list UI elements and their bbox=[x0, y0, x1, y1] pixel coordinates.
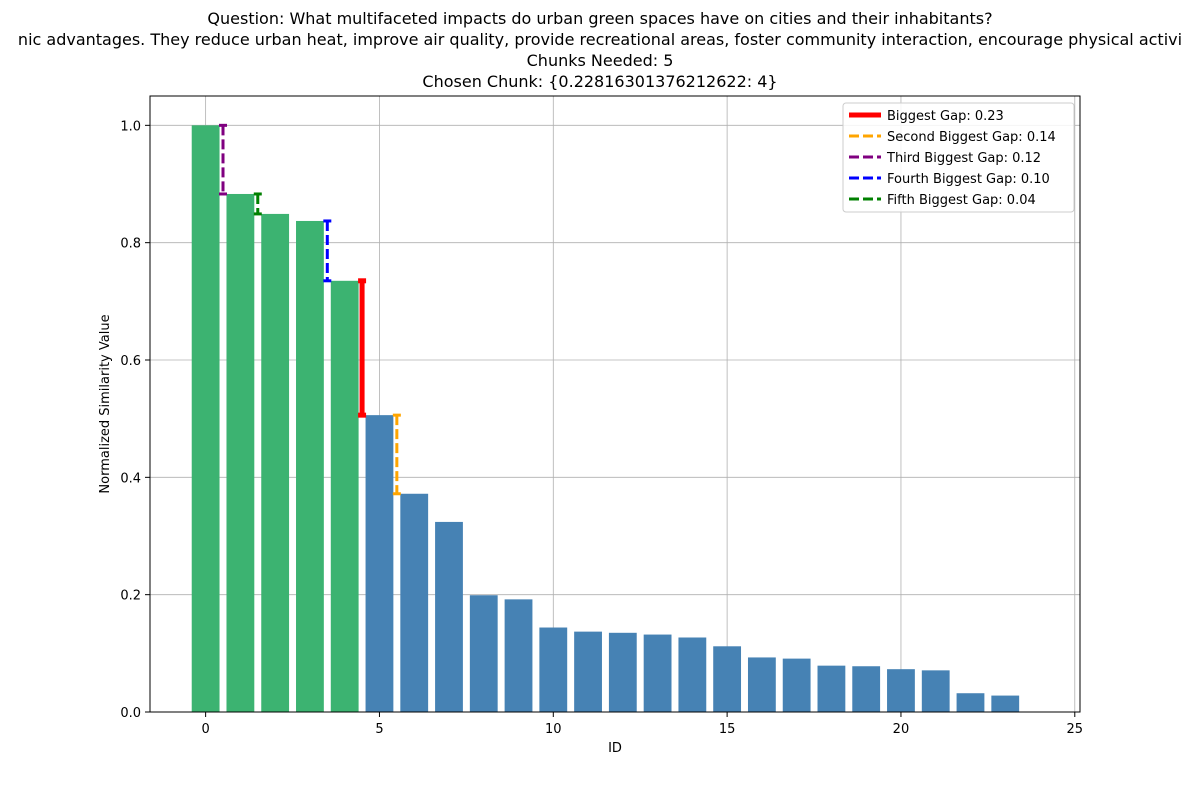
bar-17 bbox=[782, 658, 811, 712]
y-tick-label: 1.0 bbox=[120, 119, 141, 134]
x-tick-label: 15 bbox=[719, 722, 736, 737]
bar-23 bbox=[991, 695, 1020, 712]
bar-10 bbox=[539, 627, 568, 712]
bar-1 bbox=[226, 193, 255, 712]
bar-21 bbox=[921, 670, 950, 712]
bar-3 bbox=[296, 220, 324, 712]
y-tick-label: 0.6 bbox=[120, 354, 141, 369]
bar-8 bbox=[469, 595, 498, 712]
bar-5 bbox=[365, 415, 394, 712]
bar-18 bbox=[817, 665, 846, 712]
bar-22 bbox=[956, 693, 985, 712]
y-tick-label: 0.8 bbox=[120, 237, 141, 252]
title-answer-snippet: nic advantages. They reduce urban heat, … bbox=[17, 30, 1183, 49]
bar-15 bbox=[713, 646, 742, 712]
bar-11 bbox=[574, 631, 602, 712]
legend-label-2: Second Biggest Gap: 0.14 bbox=[887, 130, 1056, 145]
y-tick-label: 0.4 bbox=[120, 471, 141, 486]
bar-9 bbox=[504, 599, 533, 712]
legend-box bbox=[842, 102, 1075, 213]
bar-2 bbox=[261, 213, 290, 713]
bar-14 bbox=[678, 637, 707, 712]
bar-12 bbox=[608, 632, 637, 712]
bar-4 bbox=[330, 280, 359, 712]
bar-16 bbox=[747, 657, 776, 712]
bar-0 bbox=[191, 125, 220, 713]
legend-label-5: Fifth Biggest Gap: 0.04 bbox=[887, 193, 1036, 208]
x-tick-label: 5 bbox=[375, 722, 383, 737]
title-question: Question: What multifaceted impacts do u… bbox=[207, 9, 993, 28]
y-axis-label: Normalized Similarity Value bbox=[98, 314, 113, 493]
plot-frame bbox=[149, 95, 1081, 713]
bar-6 bbox=[400, 493, 429, 712]
bar-13 bbox=[643, 634, 672, 712]
bar-20 bbox=[887, 669, 915, 712]
title-chunks-needed: Chunks Needed: 5 bbox=[526, 51, 674, 70]
x-tick-label: 0 bbox=[201, 722, 209, 737]
legend-label-4: Fourth Biggest Gap: 0.10 bbox=[887, 172, 1050, 187]
x-tick-label: 10 bbox=[545, 722, 562, 737]
y-tick-label: 0.2 bbox=[120, 589, 141, 604]
title-chosen-chunk: Chosen Chunk: {0.22816301376212622: 4} bbox=[422, 72, 778, 91]
y-tick-label: 0.0 bbox=[120, 706, 141, 721]
bar-7 bbox=[435, 521, 463, 712]
legend-label-3: Third Biggest Gap: 0.12 bbox=[886, 151, 1041, 166]
x-axis-label: ID bbox=[608, 741, 622, 756]
x-tick-label: 20 bbox=[893, 722, 910, 737]
bar-19 bbox=[852, 666, 881, 712]
x-tick-label: 25 bbox=[1067, 722, 1084, 737]
legend-label-1: Biggest Gap: 0.23 bbox=[887, 109, 1004, 124]
